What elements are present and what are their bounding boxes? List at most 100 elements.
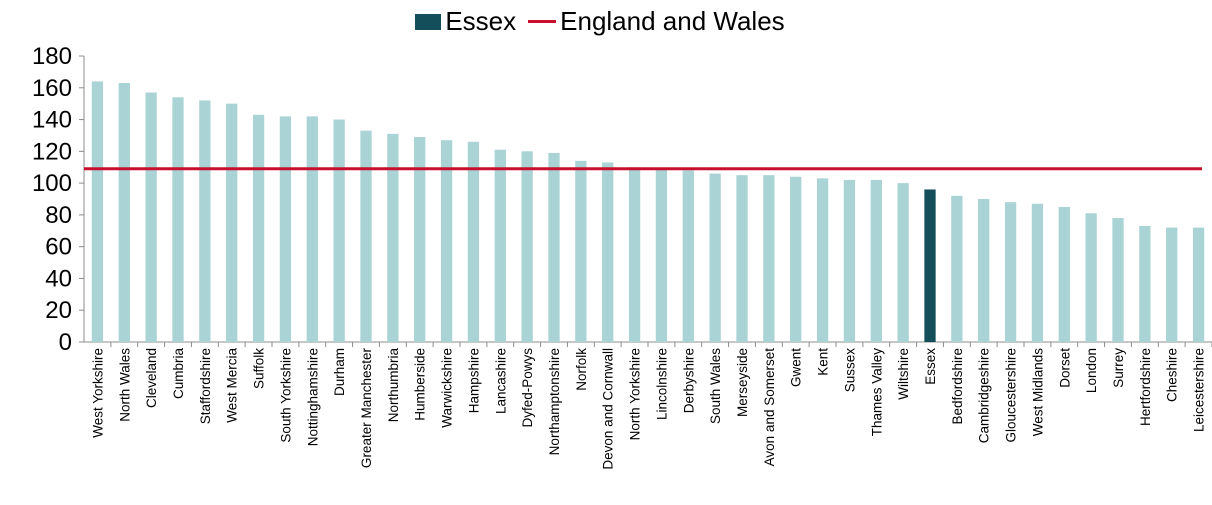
x-tick-label: Cumbria xyxy=(171,348,186,400)
bar xyxy=(1085,213,1097,342)
x-tick-label: Northumbria xyxy=(386,348,401,423)
bar xyxy=(1166,227,1178,342)
bar xyxy=(870,179,882,342)
x-tick-label: Thames Valley xyxy=(869,348,884,437)
x-tick-label: Hertfordshire xyxy=(1138,348,1153,426)
bar xyxy=(1112,218,1124,342)
bar xyxy=(360,130,372,342)
x-tick-label: Greater Manchester xyxy=(359,348,374,469)
bar xyxy=(333,119,345,342)
x-tick-label: Kent xyxy=(816,348,831,376)
y-tick-label: 40 xyxy=(45,265,72,292)
x-tick-label: Nottinghamshire xyxy=(305,348,320,446)
x-tick-label: Lincolnshire xyxy=(654,348,669,420)
bar xyxy=(575,160,587,342)
x-tick-label: West Midlands xyxy=(1030,348,1045,437)
x-tick-label: Norfolk xyxy=(574,348,589,391)
bar xyxy=(1139,226,1151,342)
x-tick-label: North Wales xyxy=(117,348,132,422)
legend-swatch-england-wales xyxy=(528,20,557,23)
x-tick-label: Surrey xyxy=(1111,348,1126,388)
x-tick-label: Derbyshire xyxy=(681,348,696,413)
x-tick-label: Wiltshire xyxy=(896,348,911,400)
y-tick-label: 20 xyxy=(45,297,72,324)
bar xyxy=(252,114,265,343)
x-tick-label: Bedfordshire xyxy=(950,348,965,425)
x-tick-label: Dyfed-Powys xyxy=(520,348,535,428)
bar xyxy=(924,189,936,342)
bar xyxy=(843,179,856,342)
bar xyxy=(199,100,211,342)
x-tick-label: Hampshire xyxy=(466,348,481,413)
x-tick-label: Cleveland xyxy=(144,348,159,408)
bar xyxy=(682,170,694,342)
bar xyxy=(440,140,453,342)
bar xyxy=(951,195,963,342)
x-tick-label: Avon and Somerset xyxy=(762,348,777,467)
bar xyxy=(763,175,775,342)
bar xyxy=(602,162,614,342)
x-tick-label: Merseyside xyxy=(735,348,750,417)
bar xyxy=(91,81,104,342)
x-tick-label: Devon and Cornwall xyxy=(601,348,616,470)
y-tick-label: 160 xyxy=(32,75,72,102)
bar xyxy=(387,133,399,342)
legend-label-essex: Essex xyxy=(445,6,517,36)
bar xyxy=(172,97,184,342)
y-tick-label: 140 xyxy=(32,107,72,134)
legend-label-england-wales: England and Wales xyxy=(560,6,785,36)
bar xyxy=(709,173,721,342)
x-tick-label: Humberside xyxy=(413,348,428,421)
x-tick-label: Warwickshire xyxy=(440,348,455,428)
y-tick-label: 80 xyxy=(45,202,72,229)
legend-swatch-essex xyxy=(415,13,442,30)
bar xyxy=(226,103,238,343)
x-tick-label: Suffolk xyxy=(252,348,267,389)
x-tick-label: Cambridgeshire xyxy=(977,348,992,443)
bar xyxy=(494,149,506,342)
y-tick-label: 180 xyxy=(32,43,72,70)
bar xyxy=(816,178,829,342)
bar xyxy=(1004,202,1017,342)
y-tick-label: 100 xyxy=(32,170,72,197)
x-tick-label: Sussex xyxy=(842,348,857,393)
y-tick-label: 0 xyxy=(59,329,72,356)
x-tick-label: West Mercia xyxy=(225,348,240,423)
x-tick-label: London xyxy=(1084,348,1099,393)
x-tick-label: Northamptonshire xyxy=(547,348,562,455)
x-tick-label: South Wales xyxy=(708,348,723,424)
x-tick-label: Gloucestershire xyxy=(1004,348,1019,443)
legend: Essex England and Wales xyxy=(0,6,1212,37)
x-tick-label: Durham xyxy=(332,348,347,396)
bar xyxy=(548,152,560,342)
bar xyxy=(897,183,909,342)
x-tick-label: Lancashire xyxy=(493,348,508,414)
legend-item-england-wales: England and Wales xyxy=(528,6,785,37)
x-tick-label: West Yorkshire xyxy=(90,348,105,438)
bar xyxy=(118,83,130,342)
x-tick-label: Cheshire xyxy=(1165,348,1180,402)
bar xyxy=(467,141,480,342)
bar xyxy=(1058,206,1070,342)
bar xyxy=(978,199,990,342)
bar xyxy=(790,176,802,342)
x-tick-label: Gwent xyxy=(789,348,804,387)
bar xyxy=(1192,227,1205,342)
y-tick-label: 60 xyxy=(45,234,72,261)
bar xyxy=(414,137,426,342)
y-tick-label: 120 xyxy=(32,138,72,165)
bar xyxy=(306,116,318,342)
bar xyxy=(1031,203,1044,342)
bar xyxy=(655,168,668,342)
legend-item-essex: Essex xyxy=(415,6,516,37)
bar xyxy=(145,92,157,343)
x-tick-label: South Yorkshire xyxy=(278,348,293,443)
x-tick-label: Dorset xyxy=(1057,348,1072,388)
bar xyxy=(628,167,641,342)
x-tick-label: Essex xyxy=(923,348,938,385)
bar xyxy=(736,175,748,342)
x-tick-label: Staffordshire xyxy=(198,348,213,424)
x-tick-label: North Yorkshire xyxy=(628,348,643,440)
bar xyxy=(521,151,533,342)
